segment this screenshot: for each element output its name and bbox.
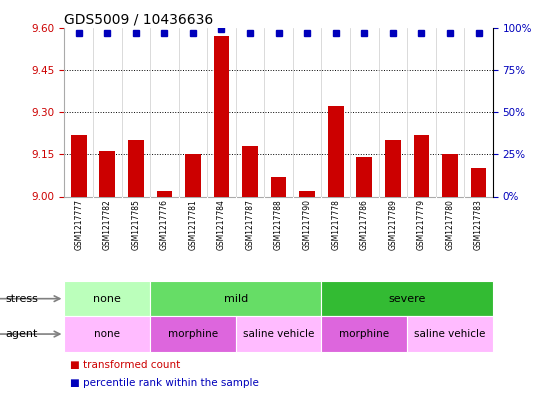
Text: GSM1217787: GSM1217787 — [245, 199, 255, 250]
Text: GSM1217783: GSM1217783 — [474, 199, 483, 250]
Text: none: none — [94, 329, 120, 339]
Text: GSM1217786: GSM1217786 — [360, 199, 369, 250]
Text: GSM1217785: GSM1217785 — [131, 199, 141, 250]
Bar — [270, 177, 287, 196]
Bar — [185, 154, 201, 196]
Text: GSM1217790: GSM1217790 — [302, 199, 312, 250]
Text: GSM1217776: GSM1217776 — [160, 199, 169, 250]
Text: GSM1217788: GSM1217788 — [274, 199, 283, 250]
Text: GSM1217778: GSM1217778 — [331, 199, 340, 250]
Bar — [321, 281, 493, 316]
Text: none: none — [94, 294, 121, 304]
Bar — [242, 146, 258, 196]
Text: GDS5009 / 10436636: GDS5009 / 10436636 — [64, 12, 214, 26]
Bar — [299, 191, 315, 196]
Text: agent: agent — [6, 329, 38, 339]
Bar — [156, 191, 172, 196]
Text: GSM1217781: GSM1217781 — [188, 199, 198, 250]
Bar — [328, 107, 344, 196]
Text: mild: mild — [223, 294, 248, 304]
Bar — [236, 316, 321, 352]
Text: GSM1217779: GSM1217779 — [417, 199, 426, 250]
Text: GSM1217780: GSM1217780 — [445, 199, 455, 250]
Text: ■ percentile rank within the sample: ■ percentile rank within the sample — [70, 378, 259, 388]
Text: GSM1217789: GSM1217789 — [388, 199, 398, 250]
Bar — [128, 140, 144, 196]
Bar — [385, 140, 401, 196]
Bar — [321, 316, 407, 352]
Text: stress: stress — [6, 294, 39, 304]
Text: saline vehicle: saline vehicle — [414, 329, 486, 339]
Text: severe: severe — [389, 294, 426, 304]
Bar — [71, 134, 87, 196]
Bar — [150, 281, 321, 316]
Text: saline vehicle: saline vehicle — [243, 329, 314, 339]
Bar — [413, 134, 430, 196]
Bar — [470, 168, 487, 196]
Bar — [356, 157, 372, 196]
Bar — [213, 36, 230, 197]
Text: GSM1217784: GSM1217784 — [217, 199, 226, 250]
Text: GSM1217782: GSM1217782 — [102, 199, 112, 250]
Bar — [150, 316, 236, 352]
Bar — [64, 316, 150, 352]
Text: ■ transformed count: ■ transformed count — [70, 360, 180, 371]
Bar — [99, 151, 115, 196]
Text: GSM1217777: GSM1217777 — [74, 199, 83, 250]
Bar — [442, 154, 458, 196]
Bar — [64, 281, 150, 316]
Bar — [407, 316, 493, 352]
Text: morphine: morphine — [339, 329, 389, 339]
Text: morphine: morphine — [168, 329, 218, 339]
